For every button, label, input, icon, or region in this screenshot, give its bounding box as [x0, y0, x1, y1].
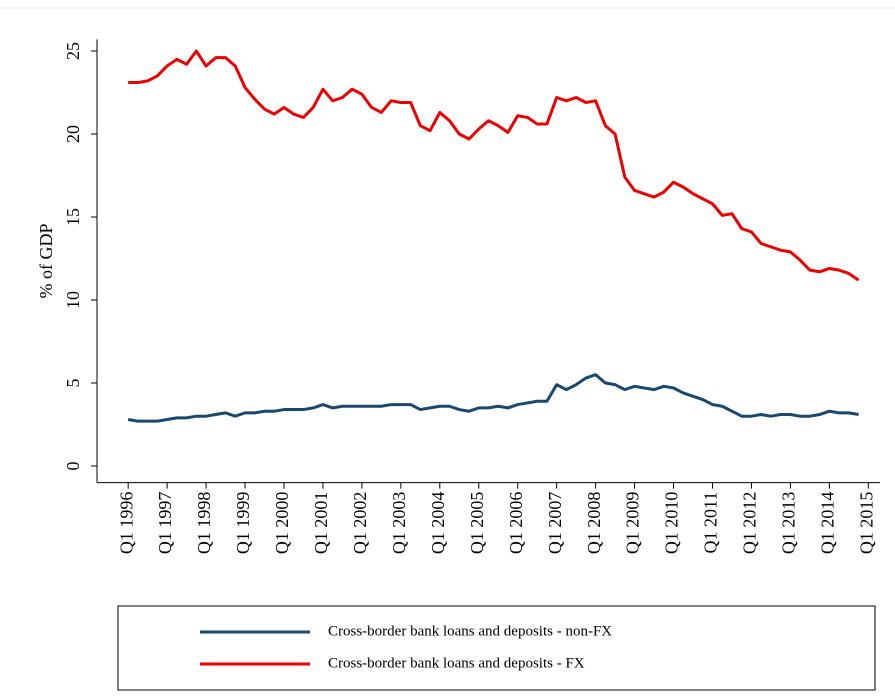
x-tick-label: Q1 1996	[116, 492, 136, 554]
y-tick-label: 20	[63, 125, 83, 143]
x-tick-label: Q1 2011	[701, 492, 721, 554]
y-tick-label: 5	[63, 379, 83, 388]
x-tick-label: Q1 2002	[350, 492, 370, 554]
y-axis-label: % of GDP	[36, 224, 56, 299]
x-tick-label: Q1 2012	[740, 492, 760, 554]
legend-box	[117, 605, 876, 691]
x-tick-label: Q1 1998	[194, 492, 214, 554]
x-tick-label: Q1 2003	[389, 492, 409, 554]
series-line	[128, 49, 860, 282]
x-tick-label: Q1 2000	[272, 492, 292, 554]
legend-label: Cross-border bank loans and deposits - n…	[328, 623, 612, 639]
x-tick-label: Q1 1999	[233, 492, 253, 554]
x-tick-label: Q1 2001	[311, 492, 331, 554]
x-tick-label: Q1 2010	[662, 492, 682, 554]
y-tick-label: 10	[63, 291, 83, 309]
x-tick-label: Q1 2004	[428, 492, 448, 554]
x-tick-label: Q1 2014	[817, 492, 837, 554]
x-tick-label: Q1 2008	[584, 492, 604, 554]
x-tick-label: Q1 2013	[779, 492, 799, 554]
x-tick-label: Q1 2006	[506, 492, 526, 554]
y-tick-label: 0	[63, 462, 83, 471]
y-tick-label: 15	[63, 208, 83, 226]
x-tick-label: Q1 2009	[623, 492, 643, 554]
x-tick-label: Q1 2015	[856, 492, 876, 554]
x-tick-label: Q1 2005	[467, 492, 487, 554]
series-line	[127, 373, 859, 423]
x-tick-label: Q1 2007	[545, 492, 565, 554]
x-tick-label: Q1 1997	[155, 492, 175, 554]
y-tick-label: 25	[63, 42, 83, 60]
legend-label: Cross-border bank loans and deposits - F…	[328, 655, 585, 671]
